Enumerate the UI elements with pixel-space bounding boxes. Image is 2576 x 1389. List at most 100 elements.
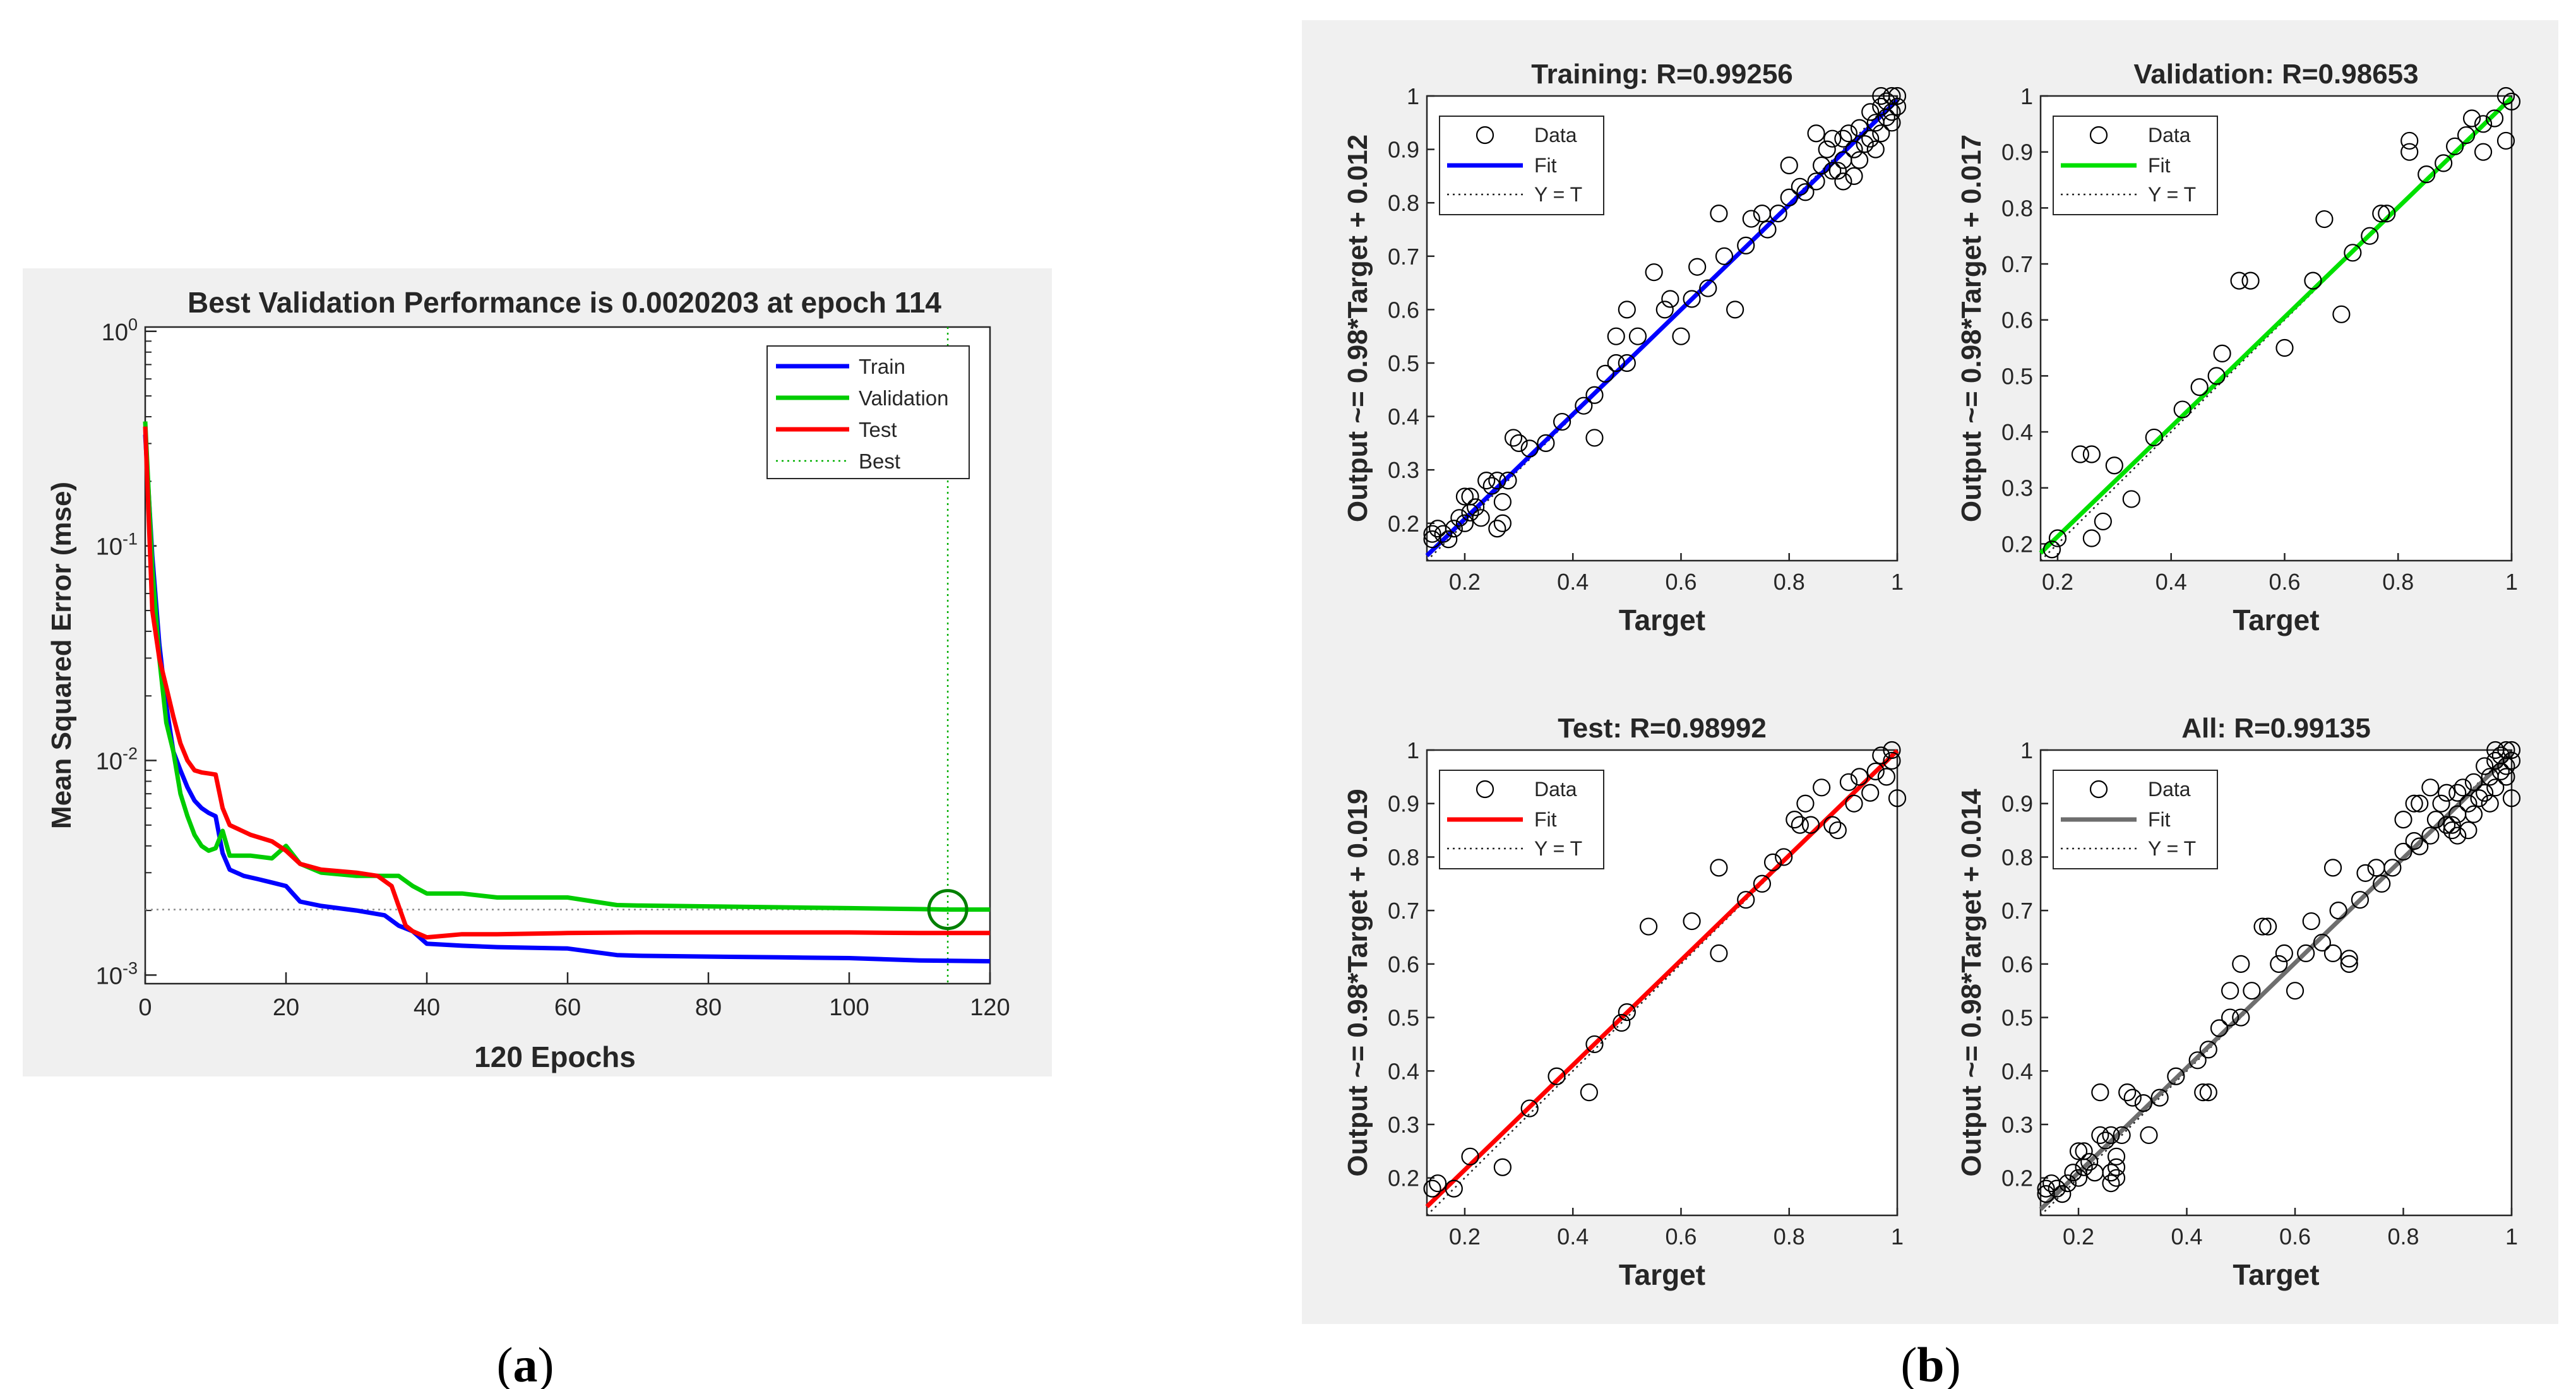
data-point	[2502, 92, 2521, 110]
data-point	[1828, 162, 1847, 180]
legend-label-best: Best	[859, 450, 900, 473]
y-tick-label: 0.7	[2001, 898, 2033, 924]
data-point	[2462, 109, 2481, 128]
data-point	[1466, 498, 1485, 516]
x-tick-label: 120	[970, 994, 1010, 1021]
data-point	[1845, 794, 1863, 813]
data-point	[1742, 210, 1760, 228]
data-point	[1737, 236, 1755, 254]
y-tick-label: 0.2	[1388, 1165, 1419, 1191]
data-point	[1520, 1099, 1539, 1118]
data-point	[2102, 1174, 2120, 1193]
y-tick-label: 0.8	[2001, 844, 2033, 870]
data-point	[1801, 816, 1820, 834]
data-point	[2356, 864, 2375, 882]
data-point	[1888, 97, 1907, 116]
x-tick-label: 0.8	[1774, 569, 1805, 595]
data-point	[2459, 794, 2478, 813]
data-point	[1423, 1179, 1441, 1198]
data-point	[2105, 456, 2123, 475]
y-tick-label: 1	[1407, 737, 1419, 763]
legend-label-identity: Y = T	[2148, 183, 2196, 206]
data-point	[1607, 327, 1625, 345]
data-point	[2405, 832, 2423, 850]
y-tick-label: 0.5	[1388, 350, 1419, 376]
data-point	[1672, 327, 1690, 345]
legend-label-data: Data	[1534, 124, 1577, 146]
data-point	[2485, 109, 2504, 128]
data-point	[2372, 205, 2390, 223]
data-point	[2502, 751, 2521, 770]
y-tick-label: 0.2	[1388, 511, 1419, 537]
y-tick-label: 0.9	[1388, 137, 1419, 163]
data-point	[1807, 172, 1825, 191]
y-tick-label: 0.6	[2001, 307, 2033, 333]
x-axis-label: Target	[2233, 1258, 2319, 1291]
y-tick-label: 10-2	[96, 744, 138, 775]
data-point	[2443, 816, 2461, 834]
data-point	[1710, 944, 1728, 963]
y-axis-label: Mean Squared Error (mse)	[46, 482, 77, 829]
data-point	[2167, 1067, 2185, 1085]
data-point	[2474, 115, 2493, 133]
legend-label-fit: Fit	[2148, 154, 2171, 177]
data-point	[2313, 933, 2331, 952]
data-point	[1683, 912, 1701, 931]
legend-swatch-data	[1476, 780, 1494, 799]
legend-swatch-data	[2089, 780, 2108, 799]
data-point	[2411, 794, 2429, 813]
data-point	[2140, 1126, 2158, 1145]
regression-plot-all: 0.2 0.3 0.4 0.5 0.6 0.7 0.8 0.9 1 0.2 0.4 0.6 0.8 1 Al…	[1956, 713, 2521, 1291]
data-point	[2259, 917, 2277, 936]
data-point	[1850, 768, 1869, 786]
x-tick-label: 0.4	[2156, 569, 2187, 595]
data-point	[2199, 1083, 2217, 1102]
data-point	[2497, 757, 2515, 775]
x-tick-label: 60	[554, 994, 581, 1021]
data-point	[1715, 247, 1734, 265]
data-point	[2302, 912, 2320, 931]
x-tick-label: 0.8	[2387, 1224, 2419, 1249]
x-tick-label: 0.6	[1665, 569, 1696, 595]
data-point	[2464, 805, 2483, 823]
data-point	[1455, 514, 1474, 532]
data-point	[1661, 290, 1679, 308]
data-point	[2470, 789, 2488, 808]
y-tick-label: 0.8	[1388, 844, 1419, 870]
legend-swatch-data	[1476, 126, 1494, 145]
x-tick-label: 1	[2505, 1224, 2518, 1249]
data-point	[2243, 982, 2261, 1000]
data-point	[2383, 859, 2402, 877]
legend-label-validation: Validation	[859, 386, 949, 410]
data-point	[1839, 124, 1858, 143]
data-point	[2497, 768, 2515, 786]
y-tick-label: 0.5	[2001, 1005, 2033, 1031]
data-point	[2042, 540, 2061, 559]
data-point	[1763, 853, 1782, 871]
data-point	[1845, 140, 1863, 158]
y-tick-label: 0.9	[1388, 791, 1419, 817]
y-tick-label: 0.6	[1388, 951, 1419, 977]
regression-plots: 0.2 0.3 0.4 0.5 0.6 0.7 0.8 0.9 1 0.2 0.4 0.6 0.8 1 Tr…	[1342, 59, 2521, 1291]
data-point	[1553, 412, 1571, 431]
y-tick-label: 0.7	[1388, 898, 1419, 924]
y-tick-label: 0.4	[2001, 419, 2033, 445]
x-tick-label: 0.2	[1449, 1224, 1481, 1249]
data-point	[2194, 1083, 2212, 1102]
x-axis-label: 120 Epochs	[474, 1040, 636, 1073]
data-point	[2096, 1131, 2114, 1150]
data-point	[1769, 205, 1787, 223]
data-point	[2340, 955, 2358, 973]
x-tick-label: 0.6	[2279, 1224, 2311, 1249]
data-point	[1440, 530, 1458, 549]
data-point	[1796, 794, 1815, 813]
data-point	[1445, 520, 1463, 538]
data-point	[1834, 129, 1852, 148]
data-point	[2438, 784, 2456, 802]
x-tick-label: 0.2	[1449, 569, 1481, 595]
caption-a: (a)	[497, 1337, 554, 1389]
data-point	[2340, 950, 2358, 968]
data-point	[2432, 794, 2450, 813]
data-point	[1850, 119, 1869, 137]
